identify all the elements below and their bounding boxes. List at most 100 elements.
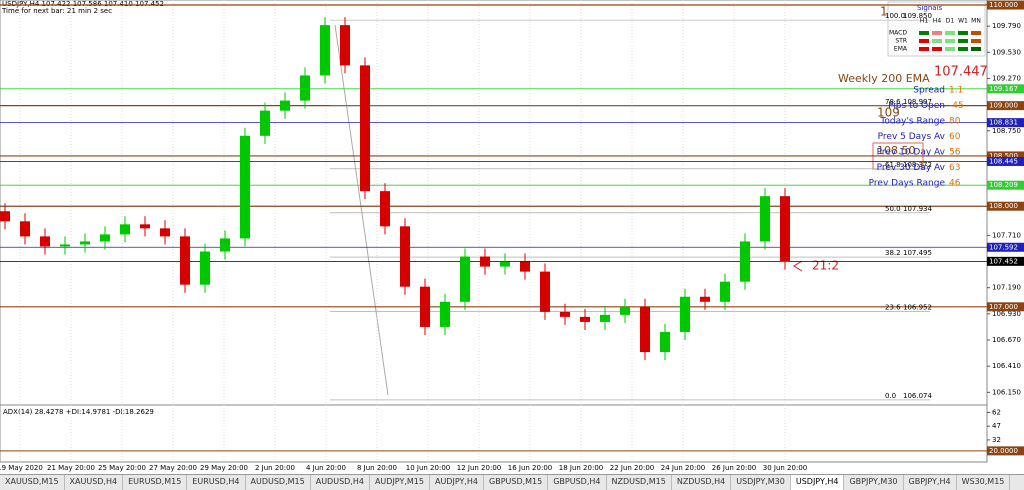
- x-tick-label: 8 Jun 20:00: [357, 464, 397, 472]
- price-marker-label: 110.000: [989, 1, 1018, 9]
- signal-cell: [971, 31, 981, 35]
- signal-cell: [958, 39, 968, 43]
- chart: USDJPY,H4 107.422 107.586 107.410 107.45…: [0, 0, 1024, 472]
- tab[interactable]: NZDUSD,M15: [607, 475, 672, 490]
- fib-ratio: 61.8: [885, 161, 901, 169]
- x-tick-label: 18 Jun 20:00: [559, 464, 603, 472]
- x-tick-label: 25 May 20:00: [98, 464, 146, 472]
- fib-label: 106.074: [903, 392, 932, 400]
- candle-body: [60, 244, 70, 247]
- info-label: Pips to Open: [888, 101, 945, 111]
- candle-body: [680, 296, 690, 332]
- candle-body: [80, 241, 90, 245]
- price-pane: [0, 0, 988, 406]
- ema-value: 107.447: [934, 65, 988, 80]
- y-tick-label: 109.790: [992, 22, 1021, 30]
- price-marker: [987, 180, 1024, 190]
- signal-cell: [945, 31, 955, 35]
- x-tick-label: 27 May 20:00: [149, 464, 197, 472]
- candle-body: [200, 251, 210, 285]
- candle-body: [300, 75, 310, 101]
- indicator-tick-label: 62: [992, 408, 1001, 416]
- tab[interactable]: EURUSD,M15: [123, 475, 188, 490]
- signal-col: H4: [933, 18, 942, 25]
- fib-label: 109.850: [903, 12, 932, 20]
- tab[interactable]: NZDUSD,H4: [672, 475, 732, 490]
- candle-body: [140, 224, 150, 229]
- signal-cell: [919, 47, 929, 51]
- signal-row: MACD: [889, 30, 907, 37]
- info-value: 46: [949, 179, 961, 189]
- indicator-tick-label: 32: [992, 436, 1001, 444]
- signal-cell: [932, 39, 942, 43]
- x-tick-label: 29 May 20:00: [200, 464, 248, 472]
- tab[interactable]: EURUSD,H4: [187, 475, 246, 490]
- candle-body: [520, 261, 530, 272]
- tab[interactable]: AUDUSD,H4: [311, 475, 370, 490]
- tab[interactable]: XAUUSD,M15: [0, 475, 65, 490]
- tab[interactable]: AUDJPY,M15: [370, 475, 430, 490]
- price-marker-label: 109.167: [989, 85, 1018, 93]
- candle-body: [480, 256, 490, 267]
- signal-col: W1: [958, 18, 968, 25]
- info-value: 80: [949, 117, 961, 127]
- x-tick-label: 4 Jun 20:00: [306, 464, 346, 472]
- candle-body: [400, 226, 410, 287]
- candle-body: [420, 286, 430, 327]
- info-label: Today's Range: [879, 117, 945, 127]
- price-marker: [987, 84, 1024, 94]
- fib-ratio: 78.6: [885, 98, 901, 106]
- indicator-marker: [987, 446, 1024, 456]
- candle-body: [360, 65, 370, 192]
- candle-body: [280, 100, 290, 111]
- price-marker-label: 107.000: [989, 303, 1018, 311]
- y-tick-label: 107.190: [992, 284, 1021, 292]
- tab[interactable]: GBPUSD,M15: [484, 475, 549, 490]
- info-value: 56: [949, 148, 961, 158]
- y-tick-label: 106.670: [992, 336, 1021, 344]
- candle-body: [600, 314, 610, 322]
- indicator-tick-label: 47: [992, 422, 1001, 430]
- signal-cell: [932, 47, 942, 51]
- candle-body: [40, 236, 50, 247]
- x-tick-label: 10 Jun 20:00: [406, 464, 450, 472]
- tab[interactable]: AUDUSD,M15: [246, 475, 311, 490]
- candle-body: [780, 196, 790, 262]
- price-marker: [987, 201, 1024, 211]
- info-value: 1.1: [949, 86, 963, 96]
- y-tick-label: 106.410: [992, 362, 1021, 370]
- candle-body: [500, 261, 510, 267]
- signals-title: Signals: [917, 4, 943, 12]
- signal-cell: [971, 39, 981, 43]
- fib-label: 107.934: [903, 205, 932, 213]
- price-marker: [987, 156, 1024, 166]
- y-tick-label: 106.930: [992, 310, 1021, 318]
- tab[interactable]: GBPJPY,M30: [844, 475, 904, 490]
- indicator-header: ADX(14) 28.4278 +DI:14.9781 -DI:18.2629: [3, 408, 154, 416]
- tab[interactable]: USDJPY,M30: [731, 475, 791, 490]
- info-label: Prev Days Range: [869, 179, 946, 189]
- info-label: Prev 5 Days Av: [878, 132, 946, 142]
- tab[interactable]: WS30,M15: [957, 475, 1011, 490]
- tab[interactable]: GBPUSD,H4: [548, 475, 607, 490]
- candle-body: [700, 296, 710, 302]
- tab[interactable]: XAUUSD,H4: [65, 475, 124, 490]
- x-tick-label: 24 Jun 20:00: [661, 464, 705, 472]
- tab-bar: XAUUSD,M15 XAUUSD,H4 EURUSD,M15 EURUSD,H4 AU…: [0, 474, 1024, 490]
- price-marker: [987, 0, 1024, 10]
- x-tick-label: 21 May 20:00: [47, 464, 95, 472]
- candle-body: [120, 224, 130, 235]
- x-tick-label: 26 Jun 20:00: [712, 464, 756, 472]
- tab[interactable]: AUDJPY,H4: [430, 475, 484, 490]
- ema-label: Weekly 200 EMA: [838, 72, 930, 85]
- y-tick-label: 109.270: [992, 74, 1021, 82]
- tab[interactable]: USDJPY,H4: [790, 475, 845, 490]
- x-tick-label: 12 Jun 20:00: [457, 464, 501, 472]
- tab[interactable]: GBPJPY,H4: [904, 475, 957, 490]
- price-marker-label: 109.000: [989, 102, 1018, 110]
- y-tick-label: 109.530: [992, 48, 1021, 56]
- symbol-info: USDJPY,H4 107.422 107.586 107.410 107.45…: [2, 0, 164, 8]
- candle-body: [240, 135, 250, 239]
- candle-body: [580, 316, 590, 322]
